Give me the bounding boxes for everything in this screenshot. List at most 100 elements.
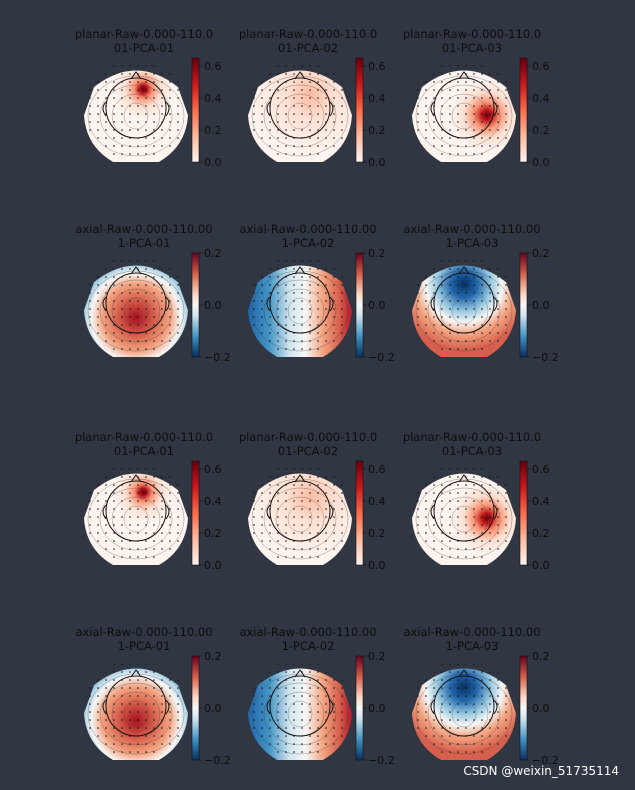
nose-outline	[458, 266, 470, 275]
colorbar-tick-label: 0.2	[368, 124, 386, 137]
colorbar-tick-label: 0.0	[532, 299, 550, 312]
colorbar-tick-label: 0.4	[204, 495, 222, 508]
right-ear-outline	[493, 504, 498, 520]
topomap-field	[412, 265, 516, 357]
colorbar-tick-label: 0.6	[368, 60, 386, 73]
right-ear-outline	[329, 699, 334, 715]
colorbar-tick-label: 0.0	[204, 702, 222, 715]
panel-title-line1: axial-Raw-0.000-110.00	[403, 222, 540, 236]
topomap-panel: axial-Raw-0.000-110.001-PCA-01 0.2 0.0 −0.2	[75, 625, 230, 767]
topomap-panel: planar-Raw-0.000-110.001-PCA-03 0.0 0.2 0.4…	[403, 27, 550, 169]
topomap-panel: planar-Raw-0.000-110.001-PCA-02 0.0 0.2 0.4…	[239, 27, 386, 169]
panel-title-line2: 1-PCA-03	[446, 236, 499, 250]
colorbar	[519, 57, 528, 163]
topomap-field	[84, 668, 188, 760]
colorbar	[191, 57, 200, 163]
colorbar-tick-label: 0.0	[368, 299, 386, 312]
topomap-panel: planar-Raw-0.000-110.001-PCA-03 0.0 0.2 0.4…	[403, 430, 550, 572]
topomap-field	[84, 70, 188, 162]
colorbar-tick-label: 0.2	[532, 247, 550, 260]
topomap-panel: planar-Raw-0.000-110.001-PCA-02 0.0 0.2 0.4…	[239, 430, 386, 572]
sensor-dots	[89, 468, 179, 558]
panel-title-line2: 01-PCA-02	[278, 41, 338, 55]
head-circle	[433, 272, 495, 334]
colorbar-tick-label: −0.2	[204, 754, 231, 767]
colorbar-tick-label: 0.2	[204, 247, 222, 260]
panel-title-line1: axial-Raw-0.000-110.00	[239, 222, 376, 236]
sensor-dots	[417, 468, 507, 558]
right-ear-outline	[329, 504, 334, 520]
panel-title-line1: axial-Raw-0.000-110.00	[75, 222, 212, 236]
panel-title-line2: 1-PCA-02	[282, 236, 335, 250]
sensor-dots	[253, 260, 343, 350]
left-ear-outline	[266, 504, 271, 520]
colorbar-tick-label: −0.2	[532, 754, 559, 767]
nose-outline	[130, 266, 142, 275]
panel-title-line1: axial-Raw-0.000-110.00	[239, 625, 376, 639]
colorbar-tick-label: 0.4	[368, 92, 386, 105]
right-ear-outline	[493, 101, 498, 117]
panel-title-line2: 1-PCA-01	[118, 236, 171, 250]
colorbar	[191, 252, 200, 358]
panel-title-line2: 01-PCA-03	[442, 41, 502, 55]
nose-outline	[458, 71, 470, 80]
topomap-panel: planar-Raw-0.000-110.001-PCA-01 0.0 0.2 0.4…	[75, 430, 222, 572]
topomap-row-2: axial-Raw-0.000-110.001-PCA-010.20.0−0.2…	[75, 222, 558, 364]
colorbar-tick-label: 0.0	[532, 156, 550, 169]
head-circle	[433, 480, 495, 542]
panel-title-line1: planar-Raw-0.000-110.0	[403, 27, 541, 41]
colorbar-tick-label: 0.0	[204, 156, 222, 169]
right-ear-outline	[165, 296, 170, 312]
nose-outline	[294, 71, 306, 80]
sensor-dots	[253, 663, 343, 753]
sensor-dots	[89, 663, 179, 753]
colorbar	[519, 460, 528, 566]
right-ear-outline	[329, 101, 334, 117]
left-ear-outline	[430, 699, 435, 715]
colorbar-tick-label: 0.4	[204, 92, 222, 105]
left-ear-outline	[102, 504, 107, 520]
colorbar-tick-label: 0.2	[204, 650, 222, 663]
head-circle	[433, 675, 495, 737]
panel-title-line2: 01-PCA-01	[114, 444, 174, 458]
colorbar-tick-label: 0.4	[368, 495, 386, 508]
panel-title-line1: planar-Raw-0.000-110.0	[75, 27, 213, 41]
topomap-panel: axial-Raw-0.000-110.001-PCA-03 0.2 0.0 −0.2	[403, 625, 558, 767]
topomap-row-3: planar-Raw-0.000-110.0 01-PCA-01 0.0 0.2 0.4…	[75, 430, 550, 572]
head-circle	[105, 272, 167, 334]
left-ear-outline	[102, 296, 107, 312]
nose-outline	[294, 266, 306, 275]
colorbar	[519, 655, 528, 761]
colorbar-tick-label: 0.6	[204, 463, 222, 476]
panel-title-line2: 1-PCA-01	[118, 639, 171, 653]
panel-title-line1: planar-Raw-0.000-110.0	[403, 430, 541, 444]
left-ear-outline	[430, 504, 435, 520]
topomap-panel: axial-Raw-0.000-110.001-PCA-02 0.2 0.0 −0.2	[239, 222, 394, 364]
left-ear-outline	[430, 296, 435, 312]
nose-outline	[458, 669, 470, 678]
panel-title-line2: 01-PCA-01	[114, 41, 174, 55]
colorbar-tick-label: 0.2	[532, 124, 550, 137]
right-ear-outline	[165, 504, 170, 520]
topomap-field	[248, 473, 352, 565]
topomap-field	[412, 668, 516, 760]
contour-lines	[415, 75, 513, 157]
colorbar-tick-label: 0.6	[368, 463, 386, 476]
colorbar	[355, 57, 364, 163]
topomap-field	[412, 70, 516, 162]
colorbar-tick-label: 0.2	[368, 527, 386, 540]
colorbar-tick-label: 0.6	[204, 60, 222, 73]
contour-lines	[87, 478, 185, 560]
colorbar	[355, 252, 364, 358]
nose-outline	[294, 669, 306, 678]
nose-outline	[294, 474, 306, 483]
topomap-row-4: axial-Raw-0.000-110.00 1-PCA-01 0.2 0.0 −0.2…	[75, 625, 558, 767]
colorbar-tick-label: 0.2	[532, 527, 550, 540]
sensor-dots	[89, 260, 179, 350]
colorbar-tick-label: 0.2	[368, 650, 386, 663]
nose-outline	[130, 474, 142, 483]
colorbar	[519, 252, 528, 358]
topomap-field	[248, 668, 352, 760]
colorbar-tick-label: 0.0	[368, 559, 386, 572]
